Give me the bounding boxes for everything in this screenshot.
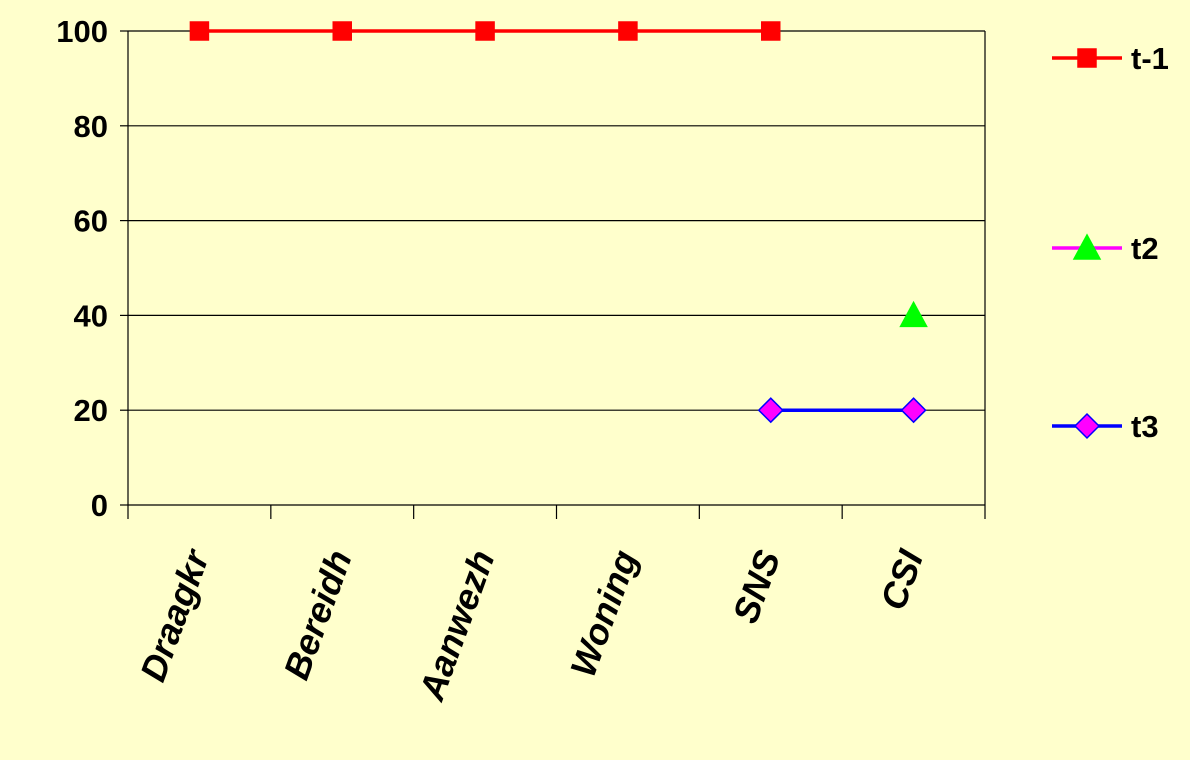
legend-marker (1072, 233, 1102, 260)
y-tick-label: 20 (74, 393, 108, 428)
data-point-t2 (899, 300, 928, 328)
y-tick-label: 60 (74, 204, 108, 239)
x-tick-label: Bereidh (275, 545, 359, 685)
series-t3 (757, 397, 927, 424)
series-layer (189, 21, 928, 424)
legend-label: t-1 (1131, 41, 1169, 76)
legend-label: t2 (1131, 231, 1159, 266)
legend-label: t3 (1131, 409, 1159, 444)
data-point-t3 (757, 397, 784, 424)
series-t2 (899, 300, 928, 328)
data-point-t-1 (475, 21, 495, 41)
data-point-t-1 (618, 21, 638, 41)
x-tick-label: Aanwezh (410, 545, 502, 707)
data-point-t-1 (332, 21, 352, 41)
series-t-1 (189, 21, 781, 41)
legend-item-t-1: t-1 (1052, 41, 1169, 76)
y-tick-label: 100 (56, 14, 108, 49)
y-tick-label: 40 (74, 298, 108, 333)
tick-labels: 0 20 40 60 80 100 Draagkr Bereidh Aanwezh Woning S… (56, 14, 931, 706)
legend-item-t2: t2 (1052, 231, 1159, 266)
x-tick-label: Woning (562, 545, 645, 682)
legend-marker (1073, 412, 1101, 440)
legend-item-t3: t3 (1052, 409, 1159, 444)
y-tick-label: 0 (91, 488, 108, 523)
legend-marker (1077, 48, 1097, 68)
data-point-t3 (900, 397, 927, 424)
axes (120, 30, 986, 519)
data-point-t-1 (189, 21, 210, 41)
legend: t-1 t2 t3 (1052, 41, 1169, 444)
x-tick-label: CSI (872, 544, 931, 615)
y-tick-label: 80 (74, 109, 108, 144)
x-tick-label: SNS (724, 545, 788, 629)
gridlines (128, 30, 985, 411)
data-point-t-1 (761, 21, 781, 41)
x-tick-label: Draagkr (132, 543, 218, 687)
